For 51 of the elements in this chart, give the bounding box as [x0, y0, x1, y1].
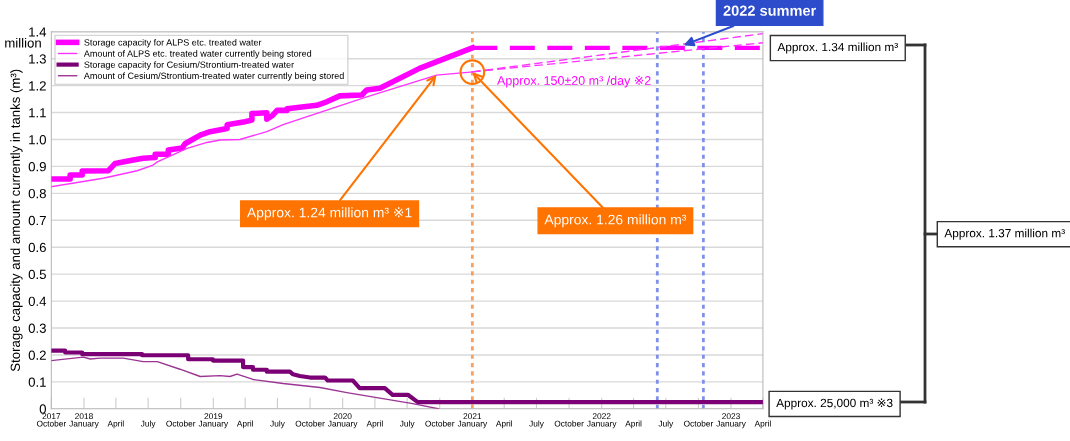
text: Approx. 1.37 million m³ [944, 228, 1065, 240]
y-tick-label: 0.4 [28, 296, 47, 306]
annotation: Approx. 1.24 million m³ ※1 [247, 207, 412, 221]
y-tick-label: 1.3 [29, 54, 46, 64]
text: Approx. 25,000 m³ ※3 [776, 398, 893, 410]
x-tick-label: October [683, 420, 714, 427]
annotation: Approx. 1.26 million m³ [544, 214, 687, 228]
x-tick-label: July [529, 420, 544, 429]
x-tick-label: October [554, 420, 584, 427]
x-tick-label: July [270, 420, 285, 429]
annotation: Approx. 150±20 m³ /day ※2 [497, 75, 651, 88]
x-tick-label: 2021 January [457, 413, 488, 429]
y-tick-label: 0.3 [28, 323, 46, 333]
y-tick-label: 0.9 [28, 161, 46, 172]
x-tick-label: 2022 January [586, 413, 617, 429]
annotation: 2022 summer [723, 5, 817, 16]
y-tick-label: 1.1 [29, 108, 46, 118]
y-tick-label: 0.5 [28, 269, 46, 280]
x-tick-label: October [295, 420, 325, 427]
text: Approx. 1.34 million m³ [777, 42, 898, 54]
legend-label: Amount of ALPS etc. treated water currently being stored [83, 50, 312, 59]
x-tick-label: 2023 January [716, 413, 746, 429]
legend-label: Storage capacity for ALPS etc. treated water [84, 38, 262, 48]
x-tick-label: April [754, 420, 771, 429]
y-tick-label: 0.1 [28, 377, 46, 387]
x-tick-label: April [366, 420, 383, 429]
x-tick-label: 2018 January [69, 413, 99, 429]
y-tick-label: 1.2 [29, 81, 46, 91]
x-tick-label: 2017 October [36, 413, 67, 427]
legend-label: Storage capacity for Cesium/Strontium-treated water [84, 61, 294, 70]
x-tick-label: July [399, 420, 415, 429]
y-tick-label: 0.6 [28, 242, 46, 253]
y-tick-label: 0 [39, 404, 46, 414]
x-tick-label: July [658, 420, 674, 429]
y-tick-label: 1.0 [29, 135, 46, 145]
y-tick-label: 0.2 [28, 350, 46, 360]
x-tick-label: October [166, 420, 196, 427]
legend-label: Amount of Cesium/Strontium-treated water currently being stored [83, 72, 344, 81]
x-tick-label: April [625, 420, 642, 429]
y-axis-title: Storage capacity and amount currently in tanks (m³) [10, 69, 23, 372]
y-tick-label: 0.8 [28, 188, 46, 199]
x-tick-label: July [140, 420, 156, 429]
y-tick-label: 1.4 [29, 27, 47, 37]
x-tick-label: April [495, 420, 513, 429]
x-tick-label: 2019 January [198, 413, 229, 429]
text: million [5, 37, 41, 48]
x-tick-label: April [236, 420, 253, 429]
x-tick-label: October [425, 420, 455, 427]
x-tick-label: 2020 January [327, 413, 358, 429]
x-tick-label: April [107, 420, 124, 429]
y-tick-label: 0.7 [28, 215, 46, 226]
